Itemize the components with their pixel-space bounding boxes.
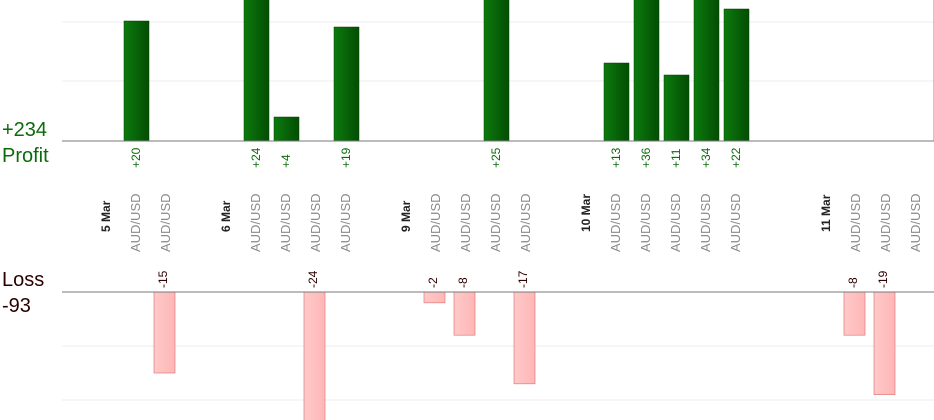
profit-bar bbox=[723, 8, 750, 142]
category-label: AUD/USD bbox=[488, 193, 503, 252]
profit-data-label: +36 bbox=[639, 147, 653, 168]
category-label: AUD/USD bbox=[278, 193, 293, 252]
loss-bar bbox=[513, 291, 536, 385]
profit-bar bbox=[693, 0, 720, 142]
profit-bar bbox=[483, 0, 510, 142]
profit-data-label: +25 bbox=[489, 147, 503, 168]
profit-bar bbox=[663, 74, 690, 142]
category-label: AUD/USD bbox=[878, 193, 893, 252]
loss-data-label: -15 bbox=[156, 270, 170, 288]
profit-data-label: +24 bbox=[249, 147, 263, 168]
profit-data-label: +19 bbox=[339, 147, 353, 168]
profit-bar bbox=[633, 0, 660, 142]
loss-bar bbox=[423, 291, 446, 304]
loss-bar bbox=[873, 291, 896, 395]
profit-label: Profit bbox=[2, 145, 49, 167]
profit-bar bbox=[243, 0, 270, 142]
category-label: AUD/USD bbox=[308, 193, 323, 252]
date-label: 6 Mar bbox=[219, 200, 233, 232]
category-label: AUD/USD bbox=[338, 193, 353, 252]
profit-data-label: +22 bbox=[729, 147, 743, 168]
profit-bar bbox=[273, 116, 300, 142]
category-label: AUD/USD bbox=[248, 193, 263, 252]
profit-bar bbox=[123, 20, 150, 142]
loss-bar bbox=[303, 291, 326, 420]
category-label: AUD/USD bbox=[518, 193, 533, 252]
category-label: AUD/USD bbox=[908, 193, 923, 252]
profit-total: +234 bbox=[2, 119, 48, 141]
loss-data-label: -24 bbox=[306, 270, 320, 288]
category-label: AUD/USD bbox=[428, 193, 443, 252]
loss-data-label: -8 bbox=[456, 277, 470, 288]
loss-bar bbox=[153, 291, 176, 374]
category-label: AUD/USD bbox=[158, 193, 173, 252]
profit-bar bbox=[603, 62, 630, 142]
category-label: AUD/USD bbox=[668, 193, 683, 252]
category-label: AUD/USD bbox=[458, 193, 473, 252]
loss-data-label: -8 bbox=[846, 277, 860, 288]
category-label: AUD/USD bbox=[698, 193, 713, 252]
loss-data-label: -19 bbox=[876, 270, 890, 288]
profit-data-label: +20 bbox=[129, 147, 143, 168]
profit-bar bbox=[333, 26, 360, 142]
profit-data-label: +34 bbox=[699, 147, 713, 168]
category-label: AUD/USD bbox=[848, 193, 863, 252]
loss-data-label: -2 bbox=[426, 277, 440, 288]
loss-data-label: -17 bbox=[516, 270, 530, 288]
date-label: 9 Mar bbox=[399, 200, 413, 232]
profit-data-label: +13 bbox=[609, 147, 623, 168]
loss-bar bbox=[453, 291, 476, 336]
category-label: AUD/USD bbox=[638, 193, 653, 252]
loss-bar bbox=[843, 291, 866, 336]
loss-label: Loss bbox=[2, 269, 45, 291]
date-label: 10 Mar bbox=[579, 194, 593, 232]
category-label: AUD/USD bbox=[728, 193, 743, 252]
date-label: 5 Mar bbox=[99, 200, 113, 232]
category-label: AUD/USD bbox=[608, 193, 623, 252]
profit-data-label: +11 bbox=[669, 148, 683, 168]
profit-data-label: +4 bbox=[279, 154, 293, 168]
loss-total: -93 bbox=[2, 295, 31, 317]
category-label: AUD/USD bbox=[128, 193, 143, 252]
chart-marks: 5 Mar AUD/USD +20 AUD/USD -15 6 Mar AUD/USD +24… bbox=[99, 0, 934, 420]
date-label: 11 Mar bbox=[819, 194, 833, 232]
